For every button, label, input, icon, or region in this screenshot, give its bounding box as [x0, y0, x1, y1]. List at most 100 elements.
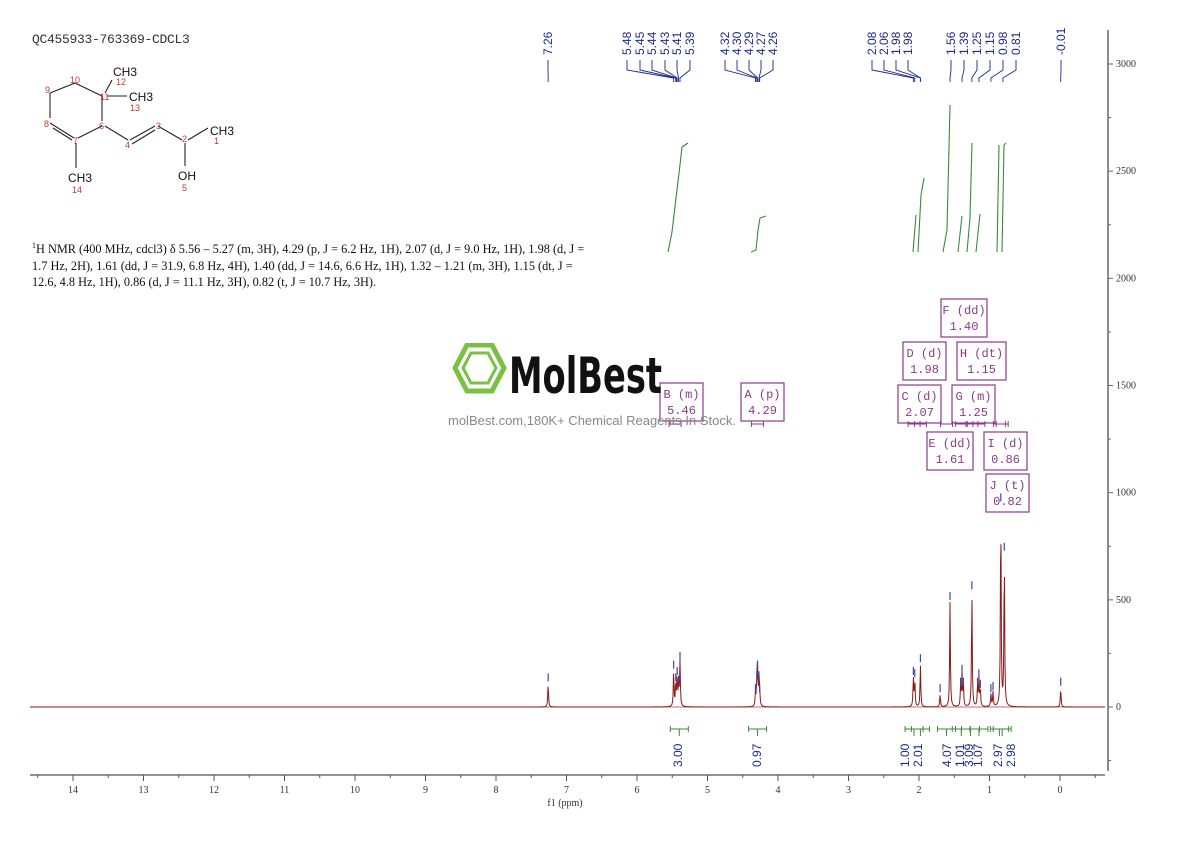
svg-text:12: 12	[116, 77, 126, 87]
peak-shift-label: 5.45	[633, 31, 647, 55]
integration-value: 2.01	[911, 743, 925, 767]
nmr-text-body: H NMR (400 MHz, cdcl3) δ 5.56 – 5.27 (m,…	[32, 242, 585, 290]
svg-text:2: 2	[182, 134, 187, 144]
svg-text:H (dt): H (dt)	[960, 347, 1003, 361]
sample-id-title: QC455933-763369-CDCL3	[32, 32, 190, 47]
peak-shift-label: 4.30	[730, 31, 744, 55]
x-axis: 14 13 12 11 10 9 8 7 6 5 4 3 2 1 0 f1 (ppm)	[30, 774, 1105, 809]
svg-text:4: 4	[125, 140, 130, 150]
integration-value: 2.98	[1004, 743, 1018, 767]
peak-shift-label: 4.26	[766, 31, 780, 55]
atom-ch3-12: CH3	[113, 65, 137, 79]
svg-text:D (d): D (d)	[906, 347, 942, 361]
spectrum-trace	[30, 493, 1105, 708]
x-tick-label: 8	[494, 785, 499, 796]
multiplet-box-D: D (d) 1.98	[902, 341, 947, 381]
x-tick-label: 3	[846, 785, 851, 796]
hexagon-logo-icon	[452, 343, 507, 394]
multiplet-box-G: G (m) 1.25	[951, 384, 996, 424]
multiplet-box-F: F (dd) 1.40	[940, 298, 988, 338]
svg-text:4.29: 4.29	[748, 404, 777, 418]
peak-shift-label: -0.01	[1054, 27, 1068, 55]
y-axis: 0 500 1000 1500 2000 2500 3000	[1107, 30, 1136, 771]
nmr-description: 1H NMR (400 MHz, cdcl3) δ 5.56 – 5.27 (m…	[32, 238, 592, 291]
svg-text:10: 10	[70, 75, 80, 85]
integration-value: 0.97	[750, 743, 764, 767]
molbest-brand: MolBest	[509, 347, 662, 398]
y-tick-label: 500	[1116, 595, 1131, 606]
peak-shift-label: 4.32	[718, 31, 732, 55]
svg-text:I (d): I (d)	[987, 437, 1023, 451]
multiplet-box-I: I (d) 0.86	[983, 431, 1028, 471]
svg-text:3: 3	[156, 121, 161, 131]
svg-text:1.98: 1.98	[910, 363, 939, 377]
x-tick-label: 6	[635, 785, 640, 796]
svg-text:B (m): B (m)	[663, 388, 699, 402]
integration-value: 2.97	[991, 743, 1005, 767]
x-tick-label: 14	[68, 785, 78, 796]
peak-shift-label: 5.41	[670, 31, 684, 55]
svg-text:F (dd): F (dd)	[942, 304, 985, 318]
peak-shift-label: 4.29	[742, 31, 756, 55]
y-tick-label: 2000	[1116, 273, 1136, 284]
x-tick-label: 12	[209, 785, 219, 796]
svg-text:A (p): A (p)	[744, 388, 780, 402]
integration-value: 1.07	[971, 743, 985, 767]
peak-shift-label: 7.26	[541, 31, 555, 55]
multiplet-box-J: J (t) 0.82	[985, 473, 1030, 513]
x-tick-label: 2	[917, 785, 922, 796]
integration-value: 3.00	[671, 743, 685, 767]
y-tick-label: 2500	[1116, 166, 1136, 177]
svg-text:11: 11	[100, 92, 109, 102]
x-tick-label: 4	[776, 785, 781, 796]
svg-text:0.82: 0.82	[993, 495, 1022, 509]
integration-value: 4.07	[940, 743, 954, 767]
multiplet-boxes: A (p) 4.29 B (m) 5.46 C (d) 2.07 D (d) 1.98 E (d…	[659, 298, 1030, 513]
x-tick-label: 7	[564, 785, 569, 796]
svg-text:1.61: 1.61	[936, 453, 965, 467]
peak-shift-label: 1.98	[889, 31, 903, 55]
x-tick-label: 11	[280, 785, 290, 796]
peak-shift-label: 5.48	[620, 31, 634, 55]
atom-ch3-14: CH3	[68, 171, 92, 185]
multiplet-box-B: B (m) 5.46	[659, 382, 704, 422]
nmr-superscript: 1	[32, 241, 36, 250]
y-tick-label: 1000	[1116, 488, 1136, 499]
svg-text:14: 14	[72, 185, 82, 195]
svg-text:E (dd): E (dd)	[928, 437, 971, 451]
x-tick-label: 1	[987, 785, 992, 796]
multiplet-box-C: C (d) 2.07	[897, 384, 942, 424]
svg-text:9: 9	[45, 85, 50, 95]
x-axis-label: f1 (ppm)	[547, 798, 582, 809]
molbest-tagline: molBest.com,180K+ Chemical Reagents In S…	[448, 413, 736, 428]
svg-text:C (d): C (d)	[901, 390, 937, 404]
svg-text:6: 6	[99, 121, 104, 131]
peak-shift-label: 1.39	[957, 31, 971, 55]
svg-text:1: 1	[214, 136, 219, 146]
x-tick-label: 0	[1058, 785, 1063, 796]
svg-text:7: 7	[73, 136, 78, 146]
multiplet-box-A: A (p) 4.29	[740, 382, 785, 422]
x-tick-label: 9	[423, 785, 428, 796]
atom-ch3-1: CH3	[210, 124, 234, 138]
svg-text:13: 13	[130, 103, 140, 113]
atom-oh-5: OH	[178, 169, 196, 183]
molecule-structure: CH3 CH3 CH3 OH CH3 1 2 3 4 5 6 7 8 9 10 …	[44, 65, 234, 195]
svg-text:5: 5	[182, 183, 187, 193]
peak-shift-label: 0.81	[1009, 31, 1023, 55]
multiplet-box-E: E (dd) 1.61	[926, 431, 974, 471]
molbest-logo: MolBest	[452, 343, 662, 398]
svg-text:1.25: 1.25	[959, 406, 988, 420]
x-tick-label: 13	[139, 785, 149, 796]
svg-text:G (m): G (m)	[955, 390, 991, 404]
peak-shift-label: 1.98	[901, 31, 915, 55]
peak-labels: 7.26 5.48 5.455.44 5.435.41 5.39 4.324.304.29…	[541, 27, 1068, 82]
svg-text:5.46: 5.46	[667, 404, 696, 418]
svg-text:1.40: 1.40	[950, 320, 979, 334]
svg-text:0.86: 0.86	[991, 453, 1020, 467]
y-tick-label: 1500	[1116, 381, 1136, 392]
peak-shift-label: 5.43	[658, 31, 672, 55]
multiplet-box-H: H (dt) 1.15	[956, 341, 1007, 381]
y-tick-label: 3000	[1116, 59, 1136, 70]
